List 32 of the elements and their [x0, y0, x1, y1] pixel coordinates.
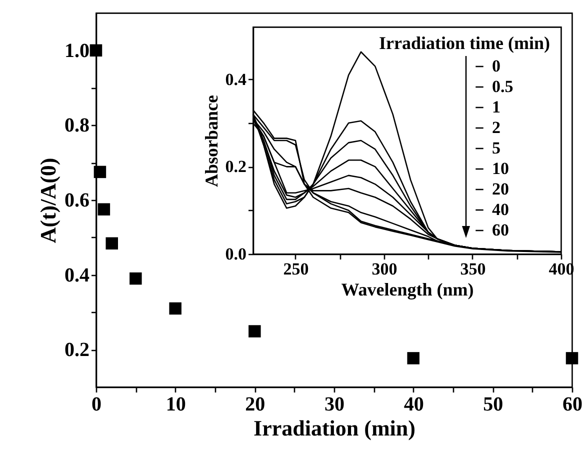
y-tick-label: 0.2: [225, 157, 246, 176]
y-axis-title: A(t)/A(0): [36, 158, 60, 244]
legend-label: 0.5: [492, 77, 514, 96]
y-tick-label: 0.6: [64, 190, 90, 212]
y-tick-label: 0.2: [64, 339, 90, 362]
x-tick-label: 30: [324, 394, 344, 416]
x-tick-label: 250: [283, 260, 309, 278]
x-tick-label: 10: [166, 394, 186, 416]
x-axis-title: Wavelength (nm): [341, 280, 474, 300]
x-tick-label: 300: [372, 260, 398, 278]
legend-label: 20: [492, 180, 509, 198]
y-tick-label: 0.0: [225, 244, 246, 264]
x-tick-label: 60: [562, 394, 582, 416]
x-tick-label: 40: [404, 394, 424, 416]
y-tick-label: 1.0: [64, 40, 90, 62]
legend-label: 60: [492, 220, 509, 240]
legend-label: 0: [492, 56, 500, 76]
legend-label: 2: [492, 118, 500, 137]
legend-label: 5: [492, 138, 500, 158]
x-tick-label: 20: [245, 394, 266, 416]
legend-label: 10: [492, 159, 509, 178]
x-axis-title: Irradiation (min): [254, 416, 416, 440]
legend-label: 40: [492, 200, 509, 219]
y-axis-title: Absorbance: [201, 94, 222, 188]
legend-label: 1: [492, 98, 500, 116]
y-tick-label: 0.4: [225, 70, 247, 89]
y-tick-label: 0.4: [64, 264, 90, 286]
y-tick-label: 0.8: [64, 114, 90, 137]
legend-title: Irradiation time (min): [379, 33, 550, 53]
x-tick-label: 50: [483, 394, 504, 416]
x-tick-label: 0: [92, 394, 102, 416]
x-tick-label: 350: [460, 260, 486, 278]
